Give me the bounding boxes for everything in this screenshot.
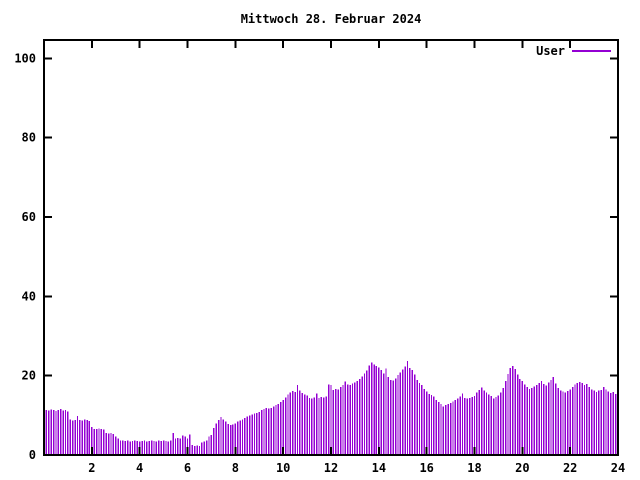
x-tick-label: 22	[563, 461, 577, 475]
x-tick-label: 10	[276, 461, 290, 475]
user-series-bars	[45, 360, 619, 455]
legend-swatch-user	[572, 50, 611, 52]
y-tick-label: 100	[14, 51, 36, 65]
y-tick-label: 20	[22, 369, 36, 383]
axes	[43, 39, 619, 456]
x-tick-label: 18	[467, 461, 481, 475]
y-tick-label: 60	[22, 210, 36, 224]
y-tick-label: 0	[29, 448, 36, 462]
x-tick-label: 12	[324, 461, 338, 475]
x-tick-label: 14	[372, 461, 386, 475]
legend-label-user: User	[536, 44, 565, 58]
x-tick-label: 2	[88, 461, 95, 475]
x-tick-label: 8	[232, 461, 239, 475]
legend: User	[536, 45, 611, 57]
x-tick-label: 20	[515, 461, 529, 475]
y-tick-label: 40	[22, 289, 36, 303]
y-tick-label: 80	[22, 131, 36, 145]
x-tick-label: 4	[136, 461, 143, 475]
chart-title: Mittwoch 28. Februar 2024	[240, 12, 422, 26]
x-tick-label: 16	[419, 461, 433, 475]
x-tick-label: 6	[184, 461, 191, 475]
x-tick-label: 24	[611, 461, 625, 475]
